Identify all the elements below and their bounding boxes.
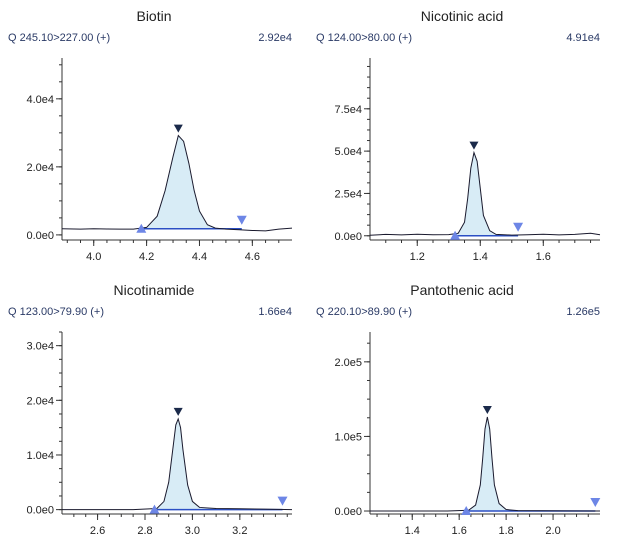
peak-apex-marker [482,406,492,415]
chromatogram-trace [61,134,293,232]
integration-end-marker [513,222,524,232]
x-tick-label: 1.4 [473,251,488,263]
x-tick-label: 1.2 [410,251,425,263]
mrm-transition-label: Q 123.00>79.90 (+) [8,306,105,318]
peak-apex-marker [173,124,183,133]
y-tick-label: 2.0e5 [334,357,362,369]
chromatogram-plot: 0.0e0 2.5e4 5.0e4 7.5e4 1.2 1.4 1.6 [334,58,601,263]
panel-title: Pantothenic acid [410,282,514,298]
integration-start-marker [149,504,160,514]
integration-end-marker [590,498,601,508]
max-intensity-label: 1.66e4 [258,306,292,318]
y-tick-label: 4.0e4 [26,94,54,106]
chromatogram-panel-nicotinamide: Nicotinamide Q 123.00>79.90 (+) 1.66e4 0… [0,274,308,548]
y-tick-label: 2.0e4 [26,162,54,174]
integration-end-marker [236,215,247,225]
x-tick-label: 2.6 [90,525,105,537]
integration-start-marker [461,506,472,516]
x-tick-label: 4.4 [192,251,207,263]
y-tick-label: 0.0e0 [334,506,362,518]
x-tick-label: 3.2 [232,525,247,537]
x-tick-label: 2.0 [545,525,560,537]
x-tick-label: 4.6 [245,251,260,263]
y-tick-label: 0.0e0 [334,231,362,243]
max-intensity-label: 4.91e4 [566,32,600,44]
y-tick-label: 1.0e4 [26,450,54,462]
peak-apex-marker [469,141,479,150]
chromatogram-panel-pantothenic-acid: Pantothenic acid Q 220.10>89.90 (+) 1.26… [308,274,616,548]
y-tick-label: 2.5e4 [334,188,362,200]
integration-start-marker [136,223,147,233]
y-tick-label: 3.0e4 [26,341,54,353]
integrated-peak-area [455,152,519,236]
chromatogram-trace [369,150,601,236]
x-tick-label: 1.4 [405,525,420,537]
mrm-transition-label: Q 245.10>227.00 (+) [8,32,111,44]
y-tick-label: 0.0e0 [26,230,54,242]
max-intensity-label: 2.92e4 [258,32,292,44]
x-tick-label: 3.0 [185,525,200,537]
mrm-transition-label: Q 220.10>89.90 (+) [316,306,413,318]
peak-apex-marker [173,407,183,416]
chromatogram-panel-biotin: Biotin Q 245.10>227.00 (+) 2.92e4 0.0e0 2… [0,0,308,274]
integration-start-marker [450,230,461,240]
y-tick-label: 0.0e0 [26,505,54,517]
panel-title: Biotin [136,8,172,24]
chromatogram-plot: 0.0e0 1.0e5 2.0e5 1.4 1.6 1.8 2.0 [334,332,601,537]
chromatogram-plot: 0.0e0 1.0e4 2.0e4 3.0e4 2.6 2.8 3.0 3.2 [26,331,293,537]
chromatogram-panel-nicotinic-acid: Nicotinic acid Q 124.00>80.00 (+) 4.91e4… [308,0,616,274]
x-tick-label: 1.6 [536,251,551,263]
mrm-transition-label: Q 124.00>80.00 (+) [316,32,413,44]
x-tick-label: 4.2 [139,251,154,263]
y-tick-label: 2.0e4 [26,395,54,407]
integrated-peak-area [154,418,283,510]
x-tick-label: 4.0 [86,251,101,263]
integrated-peak-area [466,417,596,512]
max-intensity-label: 1.26e5 [566,306,600,318]
x-tick-label: 1.8 [498,525,513,537]
y-tick-label: 7.5e4 [334,104,362,116]
y-tick-label: 1.0e5 [334,431,362,443]
integrated-peak-area [141,135,242,230]
x-tick-label: 2.8 [137,525,152,537]
integration-end-marker [277,496,288,506]
chromatogram-plot: 0.0e0 2.0e4 4.0e4 4.0 4.2 4.4 4.6 [26,58,293,263]
panel-title: Nicotinamide [113,282,195,298]
y-tick-label: 5.0e4 [334,146,362,158]
panel-title: Nicotinic acid [420,8,504,24]
x-tick-label: 1.6 [452,525,467,537]
